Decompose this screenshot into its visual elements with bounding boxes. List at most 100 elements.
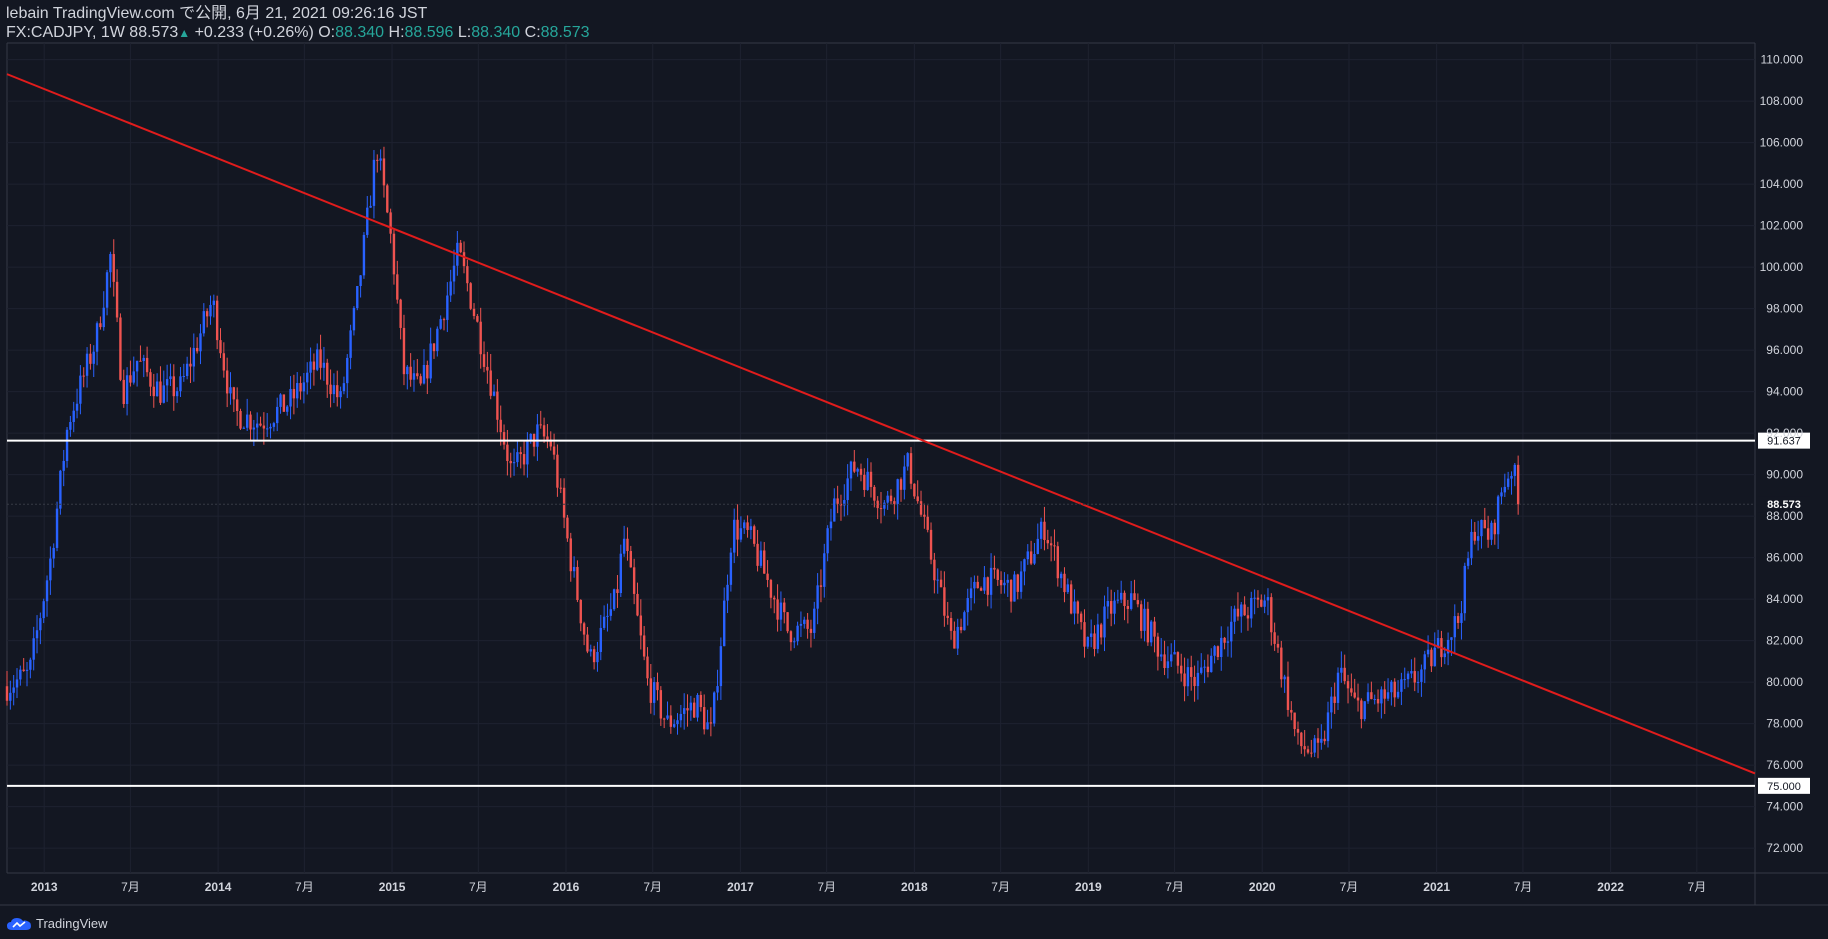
candle-body [1260,599,1263,607]
candle-body [35,630,39,639]
candle-body [209,304,212,317]
candle-body [1336,672,1340,703]
candle-body [359,275,362,286]
candle-body [1380,689,1383,704]
candle-body [1406,673,1410,680]
candle-body [1376,699,1380,704]
candle-body [1033,553,1036,564]
candle-body [446,295,449,320]
candle-body [833,498,836,522]
candle-body [1253,597,1256,599]
candle-body [1210,655,1213,673]
candle-body [462,252,466,267]
candle-body [1039,521,1043,539]
candle-body [182,375,186,377]
candle-body [1433,647,1436,667]
candle-body [282,394,286,412]
last-price-label: 88.573 [1767,499,1801,511]
tradingview-footer[interactable]: TradingView [6,916,108,931]
candle-body [419,376,422,384]
candle-body [989,567,993,595]
candle-body [826,528,829,554]
open-value: 88.340 [335,24,385,41]
candle-body [332,385,336,395]
candle-body [356,285,359,309]
candle-body [199,333,202,352]
candle-body [1286,676,1290,710]
candle-body [1106,601,1110,607]
x-tick-label: 2019 [1075,880,1102,894]
candle-body [566,517,569,539]
candle-body [743,522,746,529]
x-tick-label: 7月 [1688,880,1707,894]
candle-body [726,584,729,601]
candle-body [893,501,896,504]
candle-body [502,432,506,445]
candle-body [1186,667,1190,687]
level-price-label: 91.637 [1767,436,1801,448]
candle-body [1500,492,1503,497]
ohlc-legend: FX:CADJPY, 1W 88.573▲ +0.233 (+0.26%) O:… [6,23,590,43]
candle-body [52,547,55,559]
x-tick-label: 2016 [553,880,580,894]
price-axis[interactable]: 72.000 74.000 76.000 78.000 80.000 82.000 84.0… [1760,53,1804,856]
candle-body [379,158,382,161]
candle-body [896,479,899,504]
candle-body [963,612,966,631]
candle-body [642,635,646,657]
candle-body [666,715,669,719]
candle-body [776,599,779,620]
candle-body [286,406,289,412]
candle-body [1263,600,1266,607]
candle-body [1310,752,1313,754]
candle-body [1300,732,1303,747]
candle-body [1450,637,1453,640]
candle-body [102,307,105,328]
candle-body [45,580,49,602]
x-tick-label: 7月 [1514,880,1533,894]
candle-body [422,364,426,384]
x-tick-label: 2020 [1249,880,1276,894]
candle-body [499,419,502,433]
candle-body [1246,615,1250,619]
candle-body [1330,696,1333,713]
y-tick-label: 72.000 [1766,841,1803,855]
candle-body [1143,608,1146,631]
candle-body [152,386,155,397]
candle-body [202,311,206,334]
candle-body [192,347,196,367]
candle-body [519,452,522,455]
candle-body [9,692,12,701]
candle-body [1173,652,1176,655]
candle-body [769,579,773,598]
candle-body [1506,478,1510,487]
candle-body [956,626,959,649]
candle-body [306,372,309,383]
candle-body [1413,671,1416,683]
symbol-label: FX:CADJPY, 1W [6,24,125,41]
candle-body [1453,616,1456,638]
candle-body [32,638,35,660]
candle-body [1383,689,1386,699]
candle-body [786,612,789,632]
candle-body [569,538,572,572]
candle-body [1093,633,1096,649]
candle-body [1423,654,1426,670]
candle-body [1170,654,1173,662]
candle-body [1026,551,1029,560]
candle-body [1250,598,1253,619]
time-axis[interactable]: 2013 7月 2014 7月 2015 7月 2016 7月 2017 7月 2018 7月 2019… [31,880,1706,894]
candle-body [482,354,486,367]
candle-body [979,588,983,591]
candle-body [1473,531,1476,541]
candle-body [1163,654,1166,669]
candle-body [853,461,856,472]
candle-body [406,366,409,375]
candle-body [1220,637,1223,658]
candle-body [946,615,949,619]
publish-info: lebain TradingView.com で公開, 6月 21, 2021 … [6,5,428,22]
candle-body [352,308,356,331]
candle-body [89,353,92,364]
candle-body [1153,621,1156,637]
